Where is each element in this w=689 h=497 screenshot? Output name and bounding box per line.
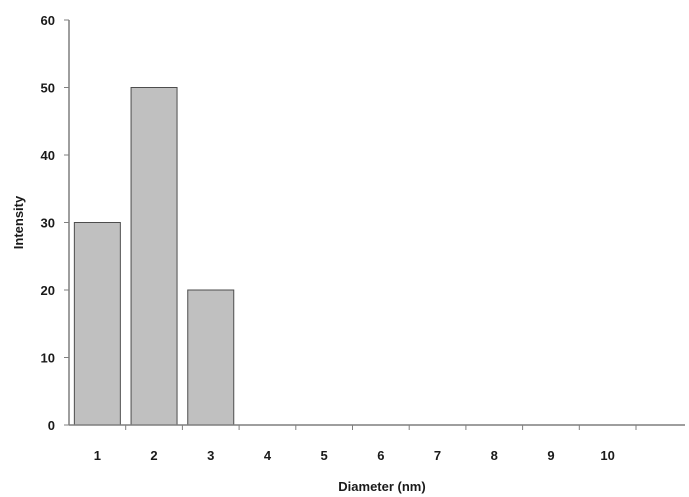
x-axis-ticks: 1 2 3 4 5 6 7 8 9 10 — [94, 425, 637, 463]
x-axis-title: Diameter (nm) — [338, 479, 425, 494]
bar-3 — [187, 289, 235, 426]
x-tick-label: 9 — [547, 448, 554, 463]
y-tick-label: 10 — [41, 351, 55, 366]
y-tick-label: 20 — [41, 283, 55, 298]
x-tick-label: 8 — [491, 448, 498, 463]
bar-1 — [73, 222, 121, 426]
y-tick-label: 0 — [48, 418, 55, 433]
y-tick-label: 60 — [41, 13, 55, 28]
y-tick-label: 40 — [41, 148, 55, 163]
x-tick-label: 1 — [94, 448, 101, 463]
x-tick-label: 4 — [264, 448, 272, 463]
y-axis-title: Intensity — [11, 195, 26, 249]
y-axis-ticks: 0 10 20 30 40 50 60 — [41, 13, 69, 433]
bar-2 — [130, 87, 178, 426]
bars — [73, 87, 235, 426]
x-tick-label: 2 — [150, 448, 157, 463]
x-tick-label: 6 — [377, 448, 384, 463]
x-tick-label: 10 — [600, 448, 614, 463]
y-tick-label: 30 — [41, 216, 55, 231]
x-tick-label: 5 — [321, 448, 328, 463]
y-tick-label: 50 — [41, 81, 55, 96]
x-tick-label: 7 — [434, 448, 441, 463]
x-tick-label: 3 — [207, 448, 214, 463]
